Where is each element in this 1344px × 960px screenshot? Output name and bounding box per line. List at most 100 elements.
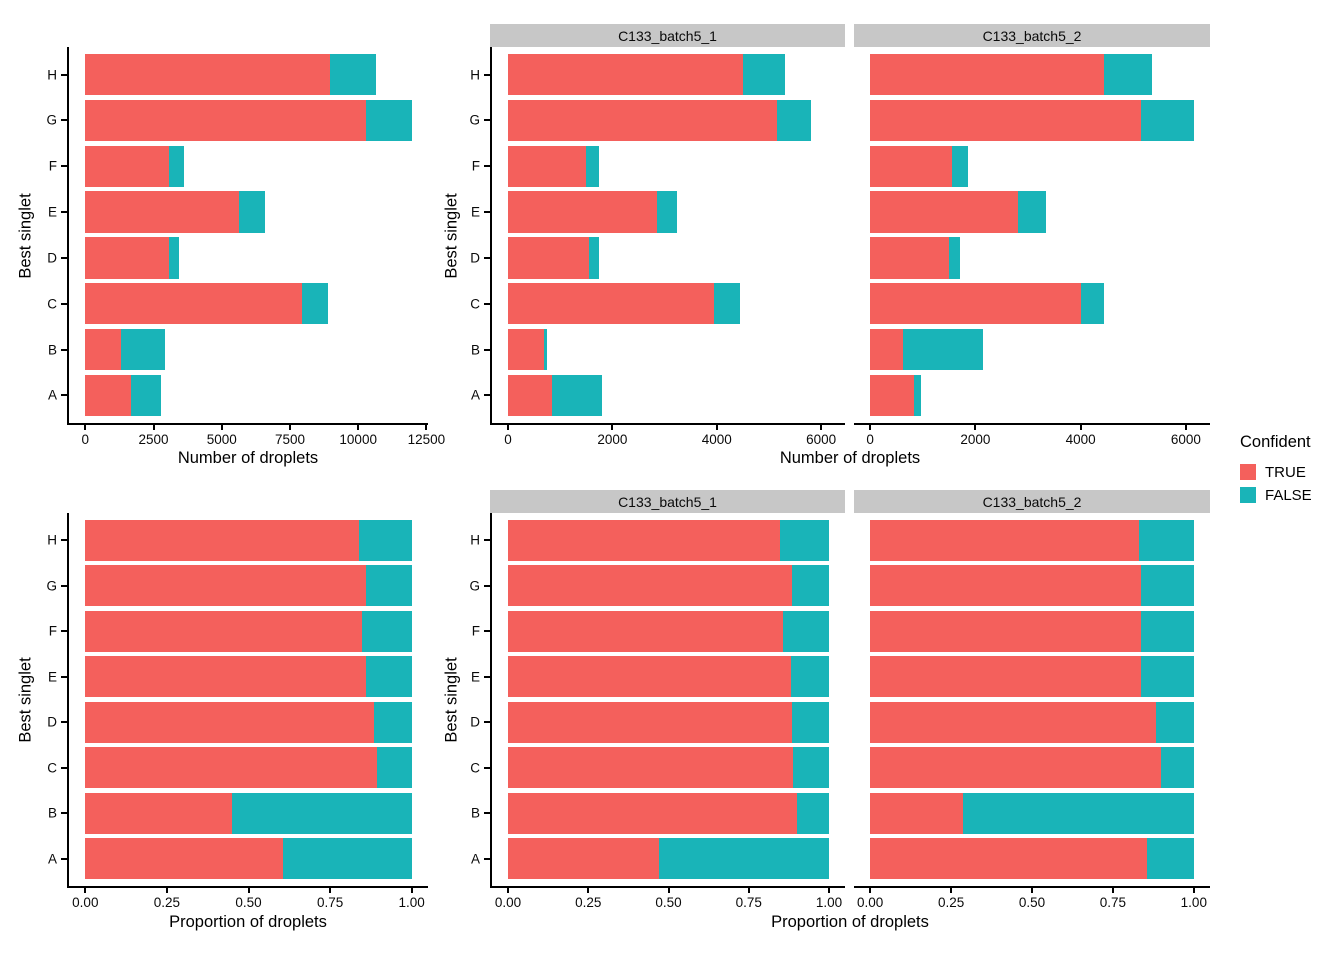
bar-segment-true xyxy=(85,237,169,279)
bar-f xyxy=(870,145,968,187)
bar-d xyxy=(85,701,412,743)
bar-segment-true xyxy=(870,191,1018,233)
x-tick xyxy=(220,423,223,430)
bar-segment-false xyxy=(283,838,412,880)
bar-segment-true xyxy=(870,145,952,187)
bar-segment-true xyxy=(508,145,587,187)
bar-a xyxy=(870,838,1194,880)
bar-segment-false xyxy=(366,99,412,141)
x-tick-label: 0.50 xyxy=(235,895,262,910)
bar-segment-true xyxy=(870,565,1142,607)
bar-segment-true xyxy=(870,701,1156,743)
y-tick xyxy=(61,348,69,351)
bar-segment-true xyxy=(508,656,792,698)
x-tick xyxy=(1184,423,1187,430)
y-tick-label: F xyxy=(471,623,480,639)
x-tick xyxy=(747,886,750,893)
y-tick-label: G xyxy=(469,578,480,594)
bar-segment-false xyxy=(302,283,329,325)
facet-strip-top-batch2: C133_batch5_2 xyxy=(854,24,1210,47)
bar-segment-false xyxy=(329,53,376,96)
bar-b xyxy=(85,792,412,834)
y-tick-label: D xyxy=(470,714,480,730)
bar-segment-true xyxy=(508,283,715,325)
bar-segment-false xyxy=(373,701,412,743)
bar-segment-true xyxy=(85,565,367,607)
bar-segment-false xyxy=(361,610,412,652)
bar-a xyxy=(870,374,922,417)
bar-segment-false xyxy=(1017,191,1047,233)
bar-segment-false xyxy=(951,145,968,187)
y-tick-label: C xyxy=(47,296,57,312)
bar-segment-true xyxy=(508,792,798,834)
bar-segment-true xyxy=(508,838,660,880)
bar-g xyxy=(870,565,1194,607)
y-tick-label: B xyxy=(470,805,480,821)
x-tick-label: 0 xyxy=(81,432,90,447)
bar-g xyxy=(85,99,412,141)
bar-segment-false xyxy=(783,610,829,652)
bar-segment-false xyxy=(914,374,922,417)
bar-segment-true xyxy=(85,191,240,233)
y-axis-title-props-combined: Best singlet xyxy=(16,657,35,743)
bar-segment-true xyxy=(85,610,362,652)
x-tick xyxy=(820,423,823,430)
y-tick-label: E xyxy=(470,669,480,684)
panel-counts-combined: H G F E D C B A 0 2500 5000 7500 10000 12500 xyxy=(46,47,445,446)
y-tick xyxy=(484,539,492,542)
bar-segment-false xyxy=(792,701,829,743)
y-axis-title-props-facets: Best singlet xyxy=(442,657,461,743)
x-tick-label: 6000 xyxy=(806,432,837,447)
x-tick-label: 1.00 xyxy=(815,895,843,910)
panel-counts-batch1: H G F E D C B A 0 2000 4000 6000 xyxy=(469,47,845,446)
bar-segment-false xyxy=(1104,53,1152,96)
y-tick-label: F xyxy=(48,158,57,174)
bar-d xyxy=(85,237,180,279)
bar-segment-false xyxy=(588,237,600,279)
panel-props-combined: H G F E D C B A 0.00 0.25 0.50 0.75 1.00 xyxy=(46,513,428,909)
bar-segment-true xyxy=(508,747,793,789)
y-tick-label: A xyxy=(470,387,480,403)
bar-c xyxy=(870,283,1105,325)
x-tick xyxy=(84,886,87,893)
x-tick xyxy=(869,423,872,430)
y-tick-label: H xyxy=(47,66,57,82)
bar-segment-true xyxy=(870,656,1141,698)
bar-e xyxy=(508,656,829,698)
y-tick-label: B xyxy=(47,805,57,821)
x-axis-title-props-combined: Proportion of droplets xyxy=(169,913,327,931)
bar-segment-false xyxy=(586,145,600,187)
bar-segment-false xyxy=(656,191,677,233)
bar-segment-true xyxy=(85,656,366,698)
bar-segment-false xyxy=(1141,565,1194,607)
bar-segment-true xyxy=(508,191,657,233)
y-tick-label: G xyxy=(469,112,480,128)
bar-segment-true xyxy=(85,701,374,743)
bar-h xyxy=(508,53,785,96)
bar-segment-true xyxy=(870,99,1142,141)
bar-segment-true xyxy=(870,519,1140,561)
x-tick xyxy=(507,886,510,893)
bar-segment-false xyxy=(792,747,829,789)
bar-segment-false xyxy=(359,519,412,561)
x-tick-label: 0 xyxy=(504,432,512,447)
x-tick-label: 2000 xyxy=(597,432,628,447)
bar-c xyxy=(508,747,829,789)
y-tick-label: D xyxy=(47,714,57,730)
bar-segment-true xyxy=(85,53,330,96)
bar-segment-false xyxy=(131,374,161,417)
bar-e xyxy=(870,656,1194,698)
bar-segment-false xyxy=(791,656,829,698)
x-tick xyxy=(611,423,614,430)
bar-segment-false xyxy=(963,792,1194,834)
bar-segment-false xyxy=(1141,610,1194,652)
bar-segment-false xyxy=(1139,519,1194,561)
x-tick xyxy=(587,886,590,893)
bar-segment-false xyxy=(1140,656,1194,698)
bar-segment-true xyxy=(870,747,1162,789)
y-tick-label: E xyxy=(470,204,480,220)
bar-segment-false xyxy=(949,237,960,279)
y-tick-label: E xyxy=(47,204,57,220)
y-tick xyxy=(484,766,492,769)
